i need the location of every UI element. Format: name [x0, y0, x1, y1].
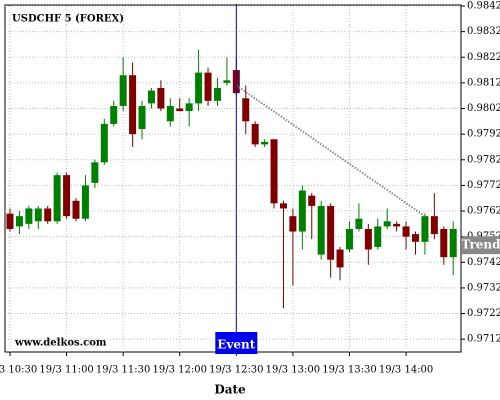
candle-body: [261, 141, 269, 145]
candle-body: [63, 175, 71, 217]
candle-body: [53, 175, 61, 222]
candle-body: [110, 105, 118, 124]
y-tick-label: 0.9792: [467, 129, 500, 140]
candle-body: [223, 80, 231, 83]
candle-body: [317, 205, 325, 255]
candle-body: [298, 190, 306, 232]
candle-body: [72, 200, 80, 219]
candle-body: [270, 139, 278, 204]
candle-body: [430, 216, 438, 235]
y-tick-label: 0.9782: [467, 154, 500, 165]
trend-label-box: [462, 236, 500, 255]
x-axis-label: Date: [214, 383, 246, 397]
candle-body: [364, 228, 372, 250]
x-tick-label: 19/3 11:30: [96, 365, 150, 376]
candle-body: [195, 72, 203, 104]
x-tick-label: 19/3 12:30: [209, 365, 263, 376]
event-label: Event: [217, 338, 255, 352]
x-tick-label: 19/3 13:30: [322, 365, 376, 376]
x-tick-label: 19/3 12:00: [153, 365, 207, 376]
candle-body: [157, 88, 165, 109]
candle-body: [402, 226, 410, 237]
y-tick-label: 0.9832: [467, 26, 500, 37]
candle-body: [336, 249, 344, 268]
y-tick-label: 0.9802: [467, 103, 500, 114]
candle-body: [449, 228, 457, 258]
candle-body: [100, 123, 108, 163]
candle-body: [34, 208, 42, 222]
candle-body: [15, 216, 23, 227]
y-tick-label: 0.9772: [467, 180, 500, 191]
candle-body: [138, 105, 146, 130]
trend-line: [235, 84, 426, 217]
y-tick-label: 0.9762: [467, 206, 500, 217]
candle-body: [393, 223, 401, 227]
plot-layer: [5, 5, 461, 352]
candle-body: [129, 75, 137, 135]
candle-body: [185, 103, 193, 112]
candle-body: [119, 75, 127, 106]
candle-body: [25, 208, 33, 224]
candle-body: [289, 216, 297, 232]
candle-body: [242, 98, 250, 122]
trend-label: Trend: [461, 238, 500, 252]
candle-body: [251, 123, 259, 145]
candle-body: [308, 195, 316, 206]
y-tick-label: 0.9812: [467, 77, 500, 88]
candle-body: [421, 216, 429, 242]
watermark: www.delkos.com: [14, 338, 107, 349]
candle-body: [166, 105, 174, 122]
candle-body: [44, 208, 52, 222]
event-label-box: [215, 332, 258, 354]
y-tick-label: 0.9712: [467, 334, 500, 345]
x-tick-label: 19/3 14:00: [379, 365, 433, 376]
x-tick-label: 19/3 10:30: [0, 365, 37, 376]
y-tick-label: 0.9822: [467, 52, 500, 63]
x-tick-label: 19/3 13:00: [266, 365, 320, 376]
candle-body: [411, 234, 419, 242]
candle-body: [81, 185, 89, 219]
candle-body: [91, 162, 99, 183]
candle-body: [327, 205, 335, 260]
y-tick-label: 0.9742: [467, 257, 500, 268]
candle-body: [374, 226, 382, 247]
candle-body: [213, 88, 221, 101]
candle-body: [147, 90, 155, 104]
plot-frame: [4, 4, 462, 353]
x-tick-label: 19/3 11:00: [39, 365, 93, 376]
candle-body: [279, 203, 287, 209]
y-tick-label: 0.9732: [467, 282, 500, 293]
candle-body: [204, 72, 212, 101]
candle-body: [355, 218, 363, 229]
candle-body: [440, 228, 448, 258]
y-tick-label: 0.9722: [467, 308, 500, 319]
candle-body: [6, 213, 14, 229]
candle-body: [383, 221, 391, 227]
chart-title: USDCHF 5 (FOREX): [12, 14, 124, 25]
candle-body: [345, 228, 353, 250]
candle-body: [176, 108, 184, 112]
y-tick-label: 0.9842: [467, 1, 500, 12]
